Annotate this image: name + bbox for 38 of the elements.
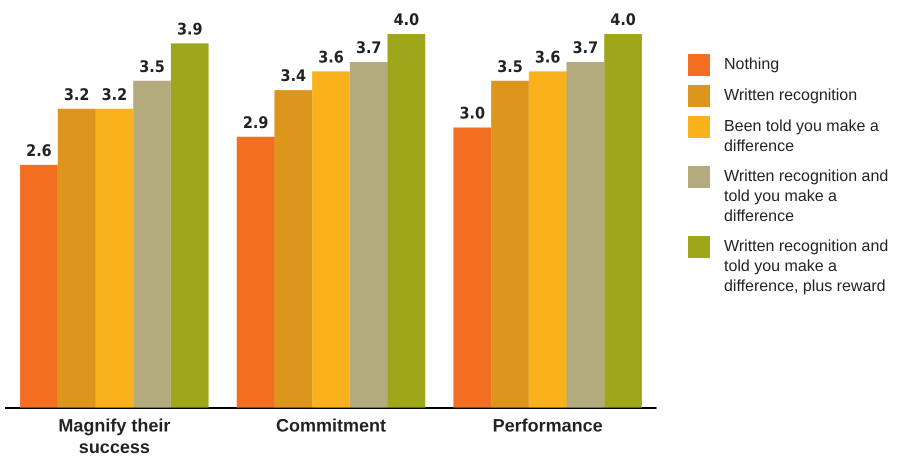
data-label: 4.0 (394, 10, 420, 30)
data-label: 3.6 (318, 48, 344, 67)
legend-label: Nothing (724, 55, 780, 75)
bar (491, 80, 529, 408)
data-label: 3.4 (280, 66, 306, 86)
bar (133, 80, 171, 408)
bar (170, 43, 209, 408)
bar (274, 90, 312, 408)
bar (453, 127, 492, 408)
data-label: 2.9 (242, 112, 268, 132)
legend-label: Been told you make a difference (724, 117, 880, 157)
data-label: 3.7 (356, 38, 382, 58)
data-label: 3.2 (102, 84, 128, 104)
data-label: 3.0 (460, 104, 486, 123)
bar (95, 108, 134, 408)
bar (58, 108, 96, 408)
bar (236, 136, 274, 408)
legend-label: Written recognition and told you make a difference (724, 167, 890, 227)
bar (312, 71, 350, 408)
legend-label: Written recognition and told you make a difference, plus reward (724, 237, 890, 297)
data-label: 2.6 (26, 140, 52, 160)
data-label: 3.5 (139, 56, 165, 76)
x-tick-label: Commitment (276, 416, 386, 436)
bar (20, 164, 58, 408)
data-label: 3.5 (497, 56, 523, 76)
bar (604, 34, 642, 408)
x-tick-label: Magnify their success (58, 416, 170, 458)
data-label: 3.9 (176, 20, 202, 38)
bar (350, 62, 388, 408)
data-label: 3.6 (534, 48, 560, 67)
x-tick-label: Performance (492, 416, 603, 436)
bar (566, 62, 604, 408)
data-label: 4.0 (610, 10, 636, 30)
bar (388, 34, 426, 408)
data-label: 3.2 (64, 84, 90, 104)
bar (528, 71, 567, 408)
data-label: 3.7 (572, 38, 598, 58)
legend-label: Written recognition (724, 86, 858, 106)
